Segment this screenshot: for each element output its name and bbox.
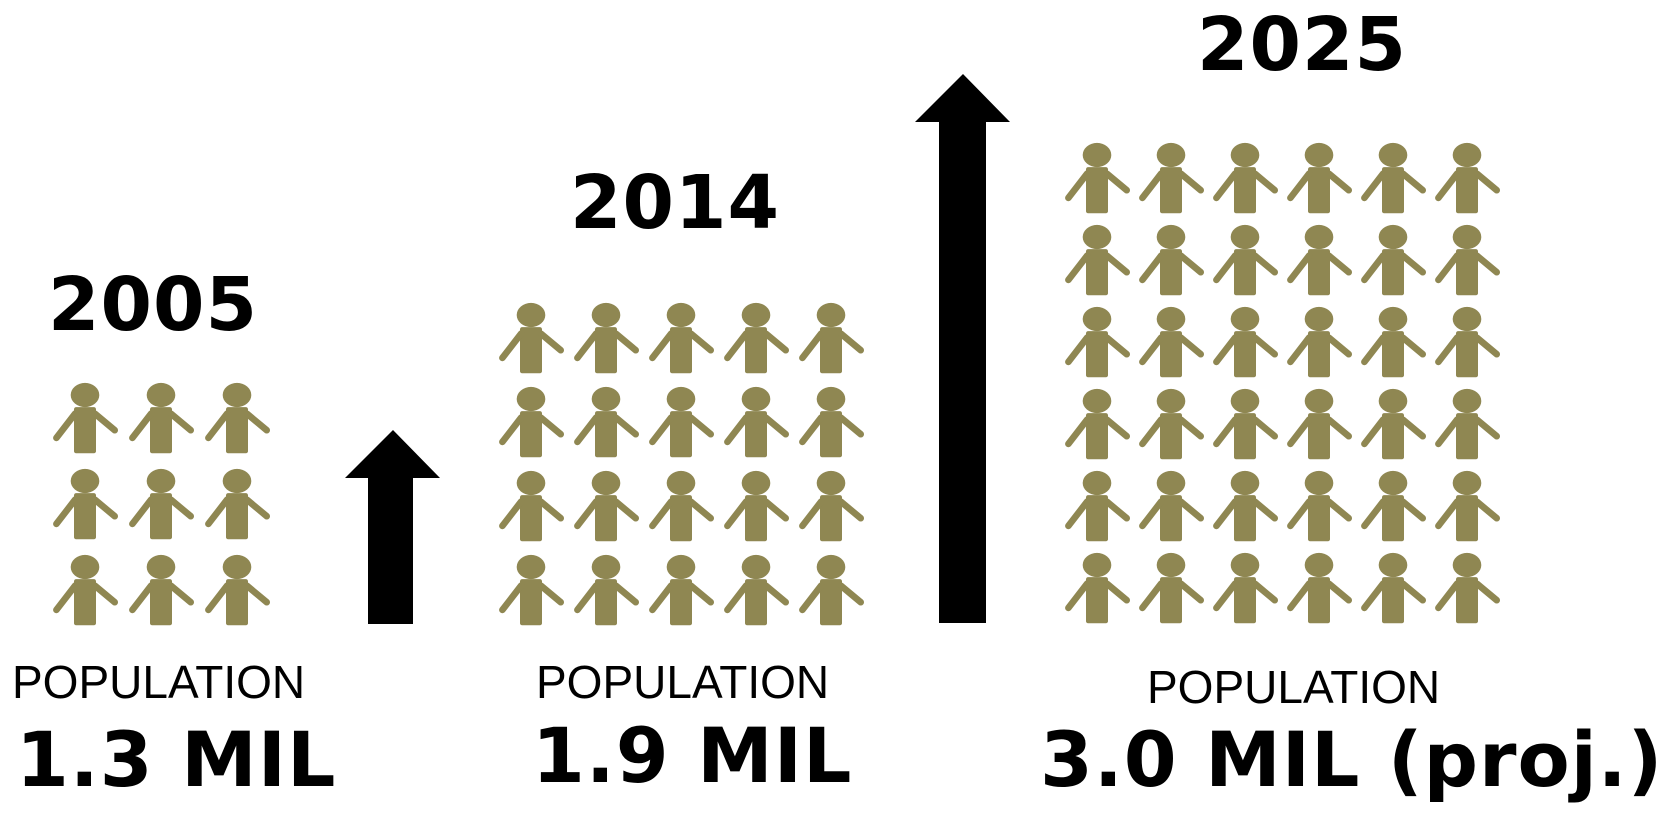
person-icon <box>1434 550 1500 629</box>
person-icon <box>1360 140 1426 219</box>
person-icon <box>798 300 864 379</box>
person-icon <box>798 552 864 631</box>
person-icon <box>204 466 270 545</box>
person-icon <box>1064 140 1130 219</box>
person-icon <box>1064 386 1130 465</box>
person-icon <box>1138 222 1204 301</box>
person-icon <box>1212 222 1278 301</box>
person-icon <box>128 380 194 459</box>
person-icon <box>648 300 714 379</box>
person-icon <box>498 468 564 547</box>
year-label-2014: 2014 <box>570 160 780 246</box>
person-icon <box>1064 550 1130 629</box>
person-icon <box>1286 386 1352 465</box>
person-icon <box>204 380 270 459</box>
person-icon <box>648 468 714 547</box>
person-icon <box>1360 222 1426 301</box>
person-icon <box>1434 222 1500 301</box>
person-icon <box>1434 468 1500 547</box>
person-icon <box>1064 468 1130 547</box>
person-icon <box>1212 140 1278 219</box>
person-icon <box>723 300 789 379</box>
person-icon <box>648 552 714 631</box>
person-icon <box>1064 222 1130 301</box>
population-label-2025: POPULATION <box>1147 661 1441 713</box>
person-icon <box>723 468 789 547</box>
person-icon <box>1138 304 1204 383</box>
person-icon <box>498 552 564 631</box>
person-icon <box>1286 304 1352 383</box>
population-label-2014: POPULATION <box>536 656 830 708</box>
person-icon <box>498 300 564 379</box>
person-icon <box>1360 386 1426 465</box>
person-icon <box>52 380 118 459</box>
population-value-2014: 1.9 MIL <box>532 711 853 800</box>
person-icon <box>1360 550 1426 629</box>
person-icon <box>1434 386 1500 465</box>
year-label-2005: 2005 <box>48 262 258 348</box>
person-icon <box>573 552 639 631</box>
person-icon <box>1286 468 1352 547</box>
person-icon <box>648 384 714 463</box>
person-icon <box>573 300 639 379</box>
population-value-2005: 1.3 MIL <box>16 715 337 804</box>
population-label-2005: POPULATION <box>12 656 306 708</box>
person-icon <box>1138 140 1204 219</box>
person-icon <box>798 468 864 547</box>
population-value-2025: 3.0 MIL (proj.) <box>1040 715 1664 804</box>
person-icon <box>52 552 118 631</box>
person-icon <box>1360 468 1426 547</box>
person-icon <box>573 384 639 463</box>
person-icon <box>1212 304 1278 383</box>
person-icon <box>1138 468 1204 547</box>
person-icon <box>1360 304 1426 383</box>
person-icon <box>1212 386 1278 465</box>
person-icon <box>128 552 194 631</box>
person-icon <box>1286 222 1352 301</box>
person-icon <box>1286 550 1352 629</box>
person-icon <box>1434 140 1500 219</box>
person-icon <box>1434 304 1500 383</box>
person-icon <box>723 552 789 631</box>
person-icon <box>1286 140 1352 219</box>
person-icon <box>798 384 864 463</box>
person-icon <box>52 466 118 545</box>
person-icon <box>573 468 639 547</box>
person-icon <box>723 384 789 463</box>
person-icon <box>204 552 270 631</box>
person-icon <box>128 466 194 545</box>
person-icon <box>1212 468 1278 547</box>
person-icon <box>1212 550 1278 629</box>
person-icon <box>498 384 564 463</box>
person-icon <box>1138 550 1204 629</box>
growth-arrow-icon-1 <box>345 430 440 624</box>
year-label-2025: 2025 <box>1197 2 1407 88</box>
person-icon <box>1064 304 1130 383</box>
person-icon <box>1138 386 1204 465</box>
growth-arrow-icon-2 <box>915 74 1010 623</box>
